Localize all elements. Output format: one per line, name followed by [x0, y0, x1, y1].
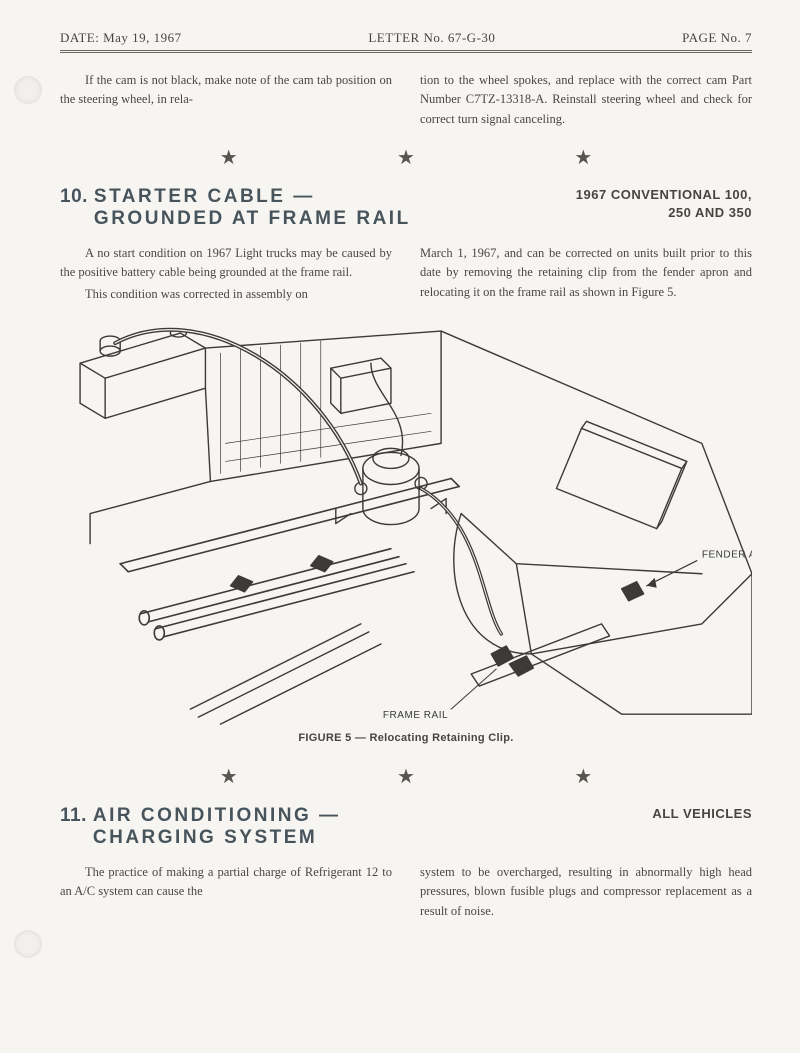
- s10-p3: March 1, 1967, and can be corrected on u…: [420, 244, 752, 302]
- figure-5-svg: FENDER APRON FRAME RAIL: [60, 313, 752, 734]
- section-10-body: A no start condition on 1967 Light truck…: [60, 244, 752, 305]
- punch-hole: [14, 76, 42, 104]
- intro-text: If the cam is not black, make note of th…: [60, 71, 752, 129]
- s11-p2: system to be overcharged, resulting in a…: [420, 863, 752, 921]
- figure-5: FENDER APRON FRAME RAIL FIGURE 5 — Reloc…: [60, 313, 752, 744]
- star-icon: ★: [574, 764, 592, 789]
- label-fender-apron: FENDER APRON: [702, 550, 752, 561]
- star-icon: ★: [397, 764, 415, 789]
- header-date: DATE: May 19, 1967: [60, 30, 182, 46]
- intro-p1: If the cam is not black, make note of th…: [60, 71, 392, 110]
- star-icon: ★: [220, 145, 238, 170]
- section-11-num: 11.: [60, 805, 87, 827]
- star-icon: ★: [574, 145, 592, 170]
- page-header: DATE: May 19, 1967 LETTER No. 67-G-30 PA…: [60, 30, 752, 53]
- section-11-body: The practice of making a partial charge …: [60, 863, 752, 921]
- section-10-title-wrap: 10. STARTER CABLE — GROUNDED AT FRAME RA…: [60, 186, 450, 230]
- star-icon: ★: [220, 764, 238, 789]
- section-11-title-wrap: 11. AIR CONDITIONING — CHARGING SYSTEM: [60, 805, 450, 849]
- section-10-subtitle: 1967 CONVENTIONAL 100, 250 AND 350: [552, 186, 752, 222]
- intro-p2: tion to the wheel spokes, and replace wi…: [420, 71, 752, 129]
- divider-stars: ★ ★ ★: [60, 748, 752, 805]
- figure-5-caption: FIGURE 5 — Relocating Retaining Clip.: [60, 732, 752, 744]
- s11-p1: The practice of making a partial charge …: [60, 863, 392, 902]
- section-10-title: STARTER CABLE — GROUNDED AT FRAME RAIL: [94, 186, 450, 230]
- section-11-title: AIR CONDITIONING — CHARGING SYSTEM: [93, 805, 450, 849]
- label-frame-rail: FRAME RAIL: [383, 710, 448, 721]
- s10-p2: This condition was corrected in assembly…: [60, 285, 392, 304]
- s10-p1: A no start condition on 1967 Light truck…: [60, 244, 392, 283]
- section-10-head: 10. STARTER CABLE — GROUNDED AT FRAME RA…: [60, 186, 752, 230]
- header-letter: LETTER No. 67-G-30: [368, 30, 495, 46]
- divider-stars: ★ ★ ★: [60, 129, 752, 186]
- star-icon: ★: [397, 145, 415, 170]
- punch-hole: [14, 930, 42, 958]
- section-11-head: 11. AIR CONDITIONING — CHARGING SYSTEM A…: [60, 805, 752, 849]
- section-10-num: 10.: [60, 186, 88, 208]
- header-page: PAGE No. 7: [682, 30, 752, 46]
- section-11-subtitle: ALL VEHICLES: [652, 805, 752, 823]
